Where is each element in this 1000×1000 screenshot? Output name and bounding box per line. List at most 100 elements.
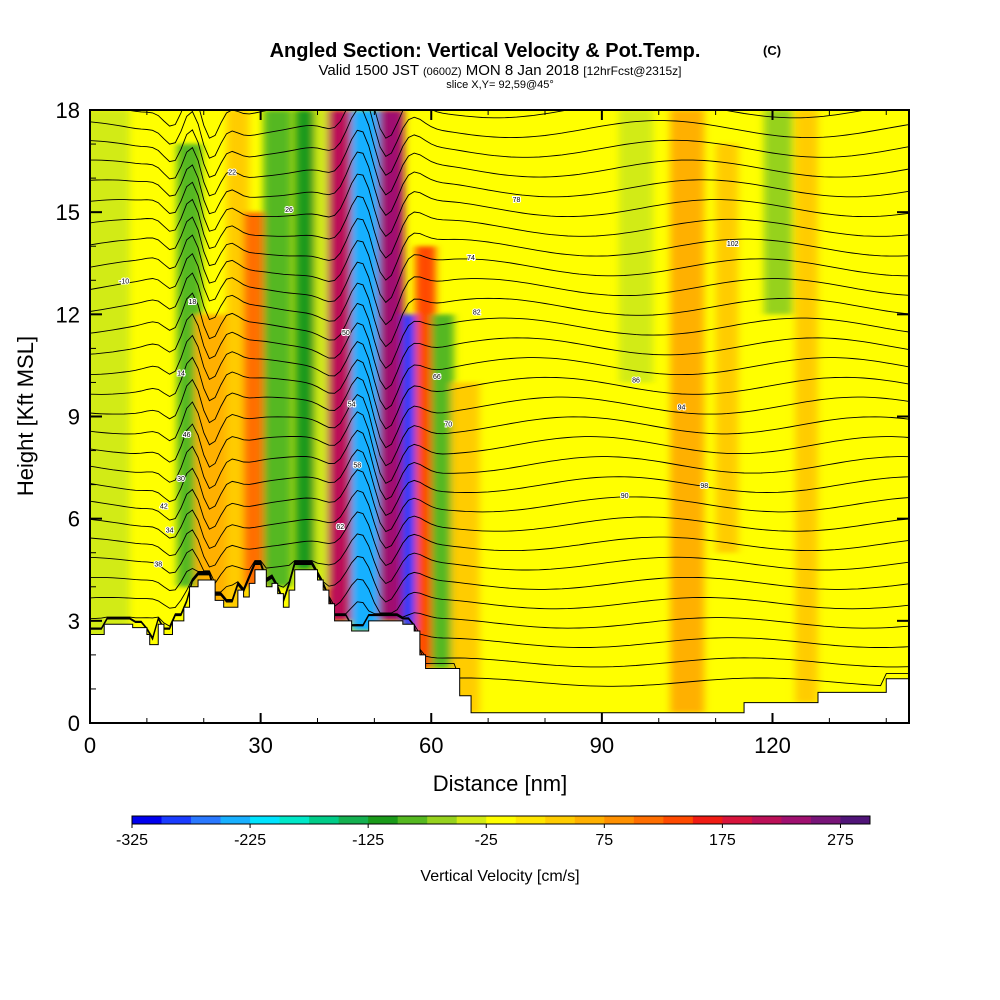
colorbar-swatch-9	[397, 816, 428, 824]
velocity-band-5	[263, 110, 292, 587]
velocity-band-20	[846, 110, 870, 281]
colorbar-tick-label-1: -225	[234, 832, 266, 849]
velocity-band-12	[415, 246, 436, 669]
y-tick-label-1: 3	[68, 609, 80, 634]
isentrope-8	[90, 489, 909, 549]
x-axis-ticks: 0 30 60 90 120	[84, 110, 887, 758]
isentrope-22	[90, 216, 909, 281]
isentrope-label-13: 62	[336, 524, 344, 531]
colorbar	[131, 815, 871, 825]
isentrope-18	[90, 292, 909, 369]
isentrope-2	[90, 562, 909, 648]
colorbar-swatch-14	[545, 816, 576, 824]
isentrope-label-19: 86	[632, 377, 640, 384]
subtitle-zulu: (0600Z)	[423, 66, 462, 78]
isentrope-label-15: 70	[444, 422, 452, 429]
isentrope-label-18: 82	[473, 309, 481, 316]
x-tick-label-1: 30	[248, 733, 272, 758]
isentrope-label-10: 50	[342, 330, 350, 337]
subtitle-valid: Valid 1500 JST	[318, 62, 418, 79]
isentrope-1	[90, 563, 909, 668]
isentrope-15	[90, 356, 909, 430]
isentrope-27	[90, 110, 909, 178]
y-axis-ticks: 0 3 6 9 12 15 18	[56, 98, 909, 736]
velocity-band-18	[763, 110, 793, 315]
isentrope-0	[90, 564, 909, 687]
isentrope-16	[90, 334, 909, 411]
y-tick-label-6: 18	[56, 98, 80, 123]
isentrope-label-21: 94	[678, 405, 686, 412]
velocity-band-15	[618, 110, 654, 383]
isentrope-labels: -10 14 18 22 26 30 34 38 42 46 50 54 58 62 66 70 74 78 82 8…	[118, 169, 740, 570]
colorbar-tick-label-3: -25	[475, 832, 498, 849]
isentrope-4	[90, 561, 909, 614]
colorbar-frame	[131, 815, 871, 825]
colorbar-swatch-10	[427, 816, 458, 824]
subtitle-forecast: [12hrFcst@2315z]	[583, 64, 681, 78]
velocity-band-7	[314, 110, 332, 587]
colorbar-swatch-11	[456, 816, 487, 824]
isentrope-label-14: 66	[433, 374, 441, 381]
isentrope-13	[90, 394, 909, 467]
isentrope-lines	[90, 110, 909, 687]
isentrope-10	[90, 449, 909, 516]
y-tick-label-5: 15	[56, 200, 80, 225]
isentrope-19	[90, 272, 909, 348]
colorbar-swatch-12	[486, 816, 517, 824]
isentrope-label-22: 98	[700, 483, 708, 490]
isentrope-label-17: 78	[513, 197, 521, 204]
velocity-field	[90, 110, 870, 723]
isentrope-20	[90, 252, 909, 326]
colorbar-tick-label-4: 75	[595, 832, 613, 849]
colorbar-swatch-23	[810, 816, 841, 824]
y-axis-label: Height [Kft MSL]	[13, 336, 38, 496]
x-tick-label-0: 0	[84, 733, 96, 758]
isentrope-label-20: 90	[621, 493, 629, 500]
colorbar-swatch-4	[250, 816, 280, 824]
isentrope-26	[90, 129, 909, 197]
colorbar-swatch-2	[191, 816, 221, 824]
isentrope-11	[90, 429, 909, 501]
isentrope-label-4: 26	[285, 207, 293, 214]
isentrope-7	[90, 511, 909, 568]
colorbar-swatch-16	[604, 816, 635, 824]
velocity-band-19	[795, 110, 818, 703]
isentrope-23	[90, 195, 909, 259]
colorbar-swatch-22	[781, 816, 812, 824]
colorbar-label: Vertical Velocity [cm/s]	[420, 868, 579, 885]
colorbar-swatch-3	[220, 816, 251, 824]
colorbar-swatch-6	[309, 816, 340, 824]
isentrope-label-2: 18	[188, 299, 196, 306]
y-tick-label-4: 12	[56, 302, 80, 327]
colorbar-swatch-21	[751, 816, 782, 824]
y-tick-label-3: 9	[68, 405, 80, 430]
colorbar-swatch-7	[338, 816, 369, 824]
colorbar-swatch-24	[840, 816, 871, 824]
velocity-band-16	[670, 110, 705, 713]
x-tick-label-2: 60	[419, 733, 443, 758]
velocity-band-8	[327, 110, 353, 621]
isentrope-label-23: 102	[727, 241, 739, 248]
isentrope-label-9: 46	[183, 432, 191, 439]
colorbar-tick-label-5: 175	[709, 832, 736, 849]
isentrope-label-3: 22	[228, 170, 236, 177]
colorbar-swatch-20	[722, 816, 753, 824]
velocity-band-6	[294, 110, 318, 570]
isentrope-21	[90, 234, 909, 304]
chart-subtitle: Valid 1500 JST (0600Z) MON 8 Jan 2018 [1…	[318, 62, 681, 79]
colorbar-swatch-13	[515, 816, 546, 824]
isentrope-label-11: 54	[348, 401, 356, 408]
isentrope-24	[90, 173, 909, 238]
isentrope-label-1: 14	[177, 371, 185, 378]
plot-area: -101418222630343842465054586266707478828…	[56, 98, 910, 758]
isentrope-label-7: 38	[154, 561, 162, 568]
isentrope-label-0: -10	[119, 279, 129, 286]
colorbar-swatch-17	[633, 816, 664, 824]
isentrope-25	[90, 151, 909, 216]
velocity-band-17	[715, 144, 739, 553]
y-tick-label-0: 0	[68, 711, 80, 736]
isentrope-label-12: 58	[353, 463, 361, 470]
colorbar-swatch-19	[692, 816, 723, 824]
chart-title: Angled Section: Vertical Velocity & Pot.…	[270, 40, 701, 62]
